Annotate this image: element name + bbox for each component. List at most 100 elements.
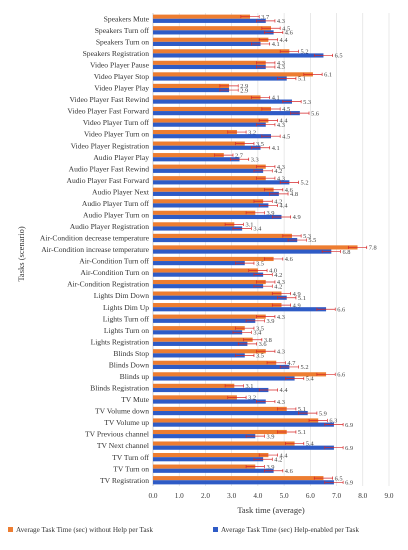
category-label: TV Turn on: [113, 464, 149, 473]
data-label: 4.4: [280, 387, 289, 394]
x-tick-label: 5.0: [280, 492, 289, 500]
data-label: 5.3: [303, 233, 311, 240]
bar-help-enabled: [153, 237, 298, 243]
bar-without-help: [153, 187, 274, 192]
bar-help-enabled: [153, 203, 269, 208]
bar-without-help: [153, 141, 245, 146]
data-label: 4.4: [280, 203, 289, 210]
bar-without-help: [153, 176, 266, 181]
category-label: Audio Player Turn on: [83, 210, 149, 219]
data-label: 3.9: [266, 318, 274, 325]
category-label: Audio Player Fast Forward: [67, 176, 150, 185]
bar-help-enabled: [153, 145, 261, 150]
category-label: Speakers Turn off: [95, 26, 150, 35]
data-label: 3.4: [253, 226, 262, 233]
bar-without-help: [153, 476, 324, 481]
category-label: TV Next channel: [97, 441, 149, 450]
data-label: 6.9: [345, 445, 353, 452]
bar-help-enabled: [153, 249, 332, 254]
data-label: 4.9: [293, 302, 301, 309]
bar-without-help: [153, 418, 319, 423]
bar-without-help: [153, 406, 287, 412]
data-label: 4.3: [277, 60, 285, 67]
bar-help-enabled: [153, 168, 264, 173]
data-label: 4.1: [272, 41, 280, 48]
x-tick-label: 8.0: [358, 492, 367, 500]
bar-help-enabled: [153, 387, 269, 393]
data-label: 6.6: [337, 372, 345, 379]
data-label: 4.3: [277, 64, 285, 71]
category-label: Speakers Turn on: [96, 37, 149, 46]
bar-help-enabled: [153, 457, 264, 462]
legend: Average Task Time (sec) without Help per…: [8, 526, 359, 534]
data-label: 3.7: [261, 14, 270, 21]
data-label: 4.2: [274, 168, 282, 175]
bar-without-help: [153, 349, 266, 354]
data-label: 2.7: [235, 152, 244, 159]
bar-without-help: [153, 383, 235, 388]
category-label: Audio Player Fast Rewind: [69, 164, 150, 173]
bar-help-enabled: [153, 399, 266, 404]
bar-without-help: [153, 245, 358, 250]
x-tick-label: 7.0: [332, 492, 341, 500]
bar-without-help: [153, 26, 271, 31]
bar-help-enabled: [153, 261, 245, 266]
category-label: Video Player Fast Forward: [67, 107, 149, 116]
legend-label-help-enabled: Average Task Time (sec) Help-enabled per…: [221, 526, 359, 534]
category-label: Video Player Fast Rewind: [70, 95, 150, 104]
bar-without-help: [153, 233, 292, 238]
data-label: 3.9: [266, 433, 274, 440]
data-label: 4.0: [269, 268, 277, 275]
data-label: 5.1: [298, 429, 306, 436]
data-label: 4.2: [274, 272, 282, 279]
bar-help-enabled: [153, 134, 271, 139]
category-label: TV Volume up: [104, 418, 149, 427]
data-label: 5.4: [306, 441, 315, 448]
data-label: 4.9: [293, 291, 301, 298]
bar-help-enabled: [153, 214, 282, 220]
bar-help-enabled: [153, 341, 248, 346]
category-label: Lights Turn on: [104, 326, 149, 335]
data-label: 5.2: [301, 180, 309, 187]
data-label: 4.6: [285, 468, 293, 475]
bar-help-enabled: [153, 76, 287, 81]
category-label: Blinds Down: [109, 360, 149, 369]
data-label: 3.1: [245, 383, 253, 390]
bar-help-enabled: [153, 364, 290, 370]
category-label: TV Turn off: [112, 453, 149, 462]
data-label: 4.1: [272, 145, 280, 152]
bar-without-help: [153, 279, 266, 285]
data-label: 4.7: [287, 360, 296, 367]
data-label: 5.2: [301, 364, 309, 371]
category-label: Audio Player Play: [93, 153, 149, 162]
bars: 3.74.34.54.64.44.15.26.54.34.36.15.12.92…: [153, 14, 377, 487]
data-label: 4.9: [293, 214, 301, 221]
bar-help-enabled: [153, 318, 256, 323]
data-label: 5.2: [301, 49, 309, 56]
category-label: Audio Player Next: [92, 187, 150, 196]
data-label: 2.9: [240, 83, 248, 90]
y-axis-title: Tasks (scenario): [16, 226, 26, 282]
bar-help-enabled: [153, 87, 230, 93]
data-label: 5.1: [298, 295, 306, 302]
x-tick-label: 4.0: [253, 492, 262, 500]
data-label: 4.3: [277, 175, 285, 182]
bar-help-enabled: [153, 30, 274, 35]
data-label: 7.8: [369, 245, 377, 252]
bar-help-enabled: [153, 226, 243, 231]
x-tick-label: 2.0: [201, 492, 210, 500]
data-label: 5.3: [303, 99, 311, 106]
data-label: 3.2: [248, 129, 256, 136]
data-label: 4.8: [290, 191, 298, 198]
bar-without-help: [153, 256, 274, 262]
data-label: 3.5: [256, 260, 264, 267]
bar-without-help: [153, 129, 237, 135]
data-label: 6.5: [335, 53, 343, 60]
category-label: Audio Player Turn off: [82, 199, 150, 208]
data-label: 5.1: [298, 76, 306, 83]
bar-without-help: [153, 210, 256, 215]
bar-help-enabled: [153, 53, 324, 58]
data-label: 4.6: [285, 256, 293, 263]
bar-without-help: [153, 118, 269, 123]
data-label: 6.9: [345, 422, 353, 429]
